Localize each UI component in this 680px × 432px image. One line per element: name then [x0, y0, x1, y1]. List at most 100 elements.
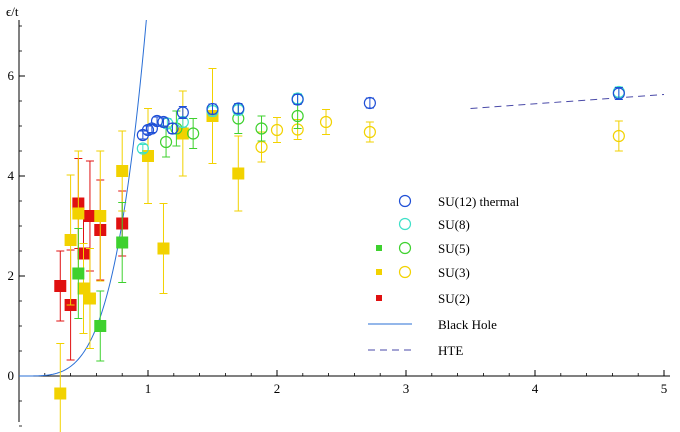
- data-point-su-12-thermal: [150, 114, 164, 128]
- marker-circle: [206, 102, 219, 116]
- marker-square: [94, 210, 107, 222]
- data-point-su-2: [54, 250, 67, 322]
- legend-entry-su-12-thermal: SU(12) thermal: [398, 194, 520, 209]
- data-point-su-5: [94, 290, 107, 362]
- black-hole-curve-layer: [19, 19, 147, 377]
- marker-circle: [166, 122, 179, 135]
- legend-marker-circle: [398, 241, 412, 255]
- marker-square: [54, 280, 67, 292]
- hte-line: [470, 94, 665, 109]
- marker-square: [83, 210, 96, 222]
- data-point-su-5: [255, 115, 268, 142]
- legend-marker-circle: [398, 217, 412, 231]
- data-point-su-3: [232, 135, 245, 212]
- data-point-su-8: [136, 142, 149, 155]
- marker-circle: [363, 125, 376, 139]
- x-tick-label: 5: [661, 381, 668, 396]
- marker-square: [77, 282, 90, 295]
- marker-square: [72, 207, 85, 220]
- marker-square: [232, 167, 245, 180]
- data-point-su-12-thermal: [206, 102, 219, 116]
- y-axis-title: ϵ/t: [6, 4, 19, 19]
- legend-label: Black Hole: [438, 317, 497, 332]
- legend-entry-su-5: SU(5): [376, 241, 470, 256]
- marker-square: [83, 292, 96, 305]
- data-point-su-5: [159, 126, 173, 158]
- marker-circle: [291, 93, 304, 106]
- data-point-su-3: [319, 109, 333, 135]
- marker-circle: [363, 96, 376, 110]
- data-point-su-3: [77, 243, 90, 334]
- data-point-su-12-thermal: [166, 122, 179, 135]
- data-point-su-12-thermal: [291, 93, 304, 106]
- data-point-su-3: [612, 120, 625, 152]
- data-point-su-12-thermal: [612, 87, 625, 100]
- marker-square: [94, 320, 107, 332]
- y-tick-label: 2: [8, 268, 15, 283]
- marker-square: [54, 387, 67, 400]
- marker-circle: [150, 114, 164, 128]
- data-point-su-3: [64, 174, 77, 306]
- legend-entry-su-2: SU(2): [376, 291, 470, 306]
- legend-marker-circle: [398, 265, 412, 279]
- x-tick-label: 2: [274, 381, 281, 396]
- data-point-su-3: [94, 150, 107, 282]
- y-tick-label: 6: [8, 68, 15, 83]
- data-point-su-5: [291, 103, 304, 129]
- black-hole-curve: [19, 19, 147, 377]
- data-point-su-12-thermal: [176, 106, 189, 119]
- marker-square: [157, 242, 170, 255]
- marker-circle: [136, 142, 149, 155]
- data-point-su-5: [187, 118, 200, 149]
- legend-entry-hte: HTE: [368, 343, 463, 358]
- marker-circle: [157, 115, 170, 129]
- x-tick-label: 1: [145, 381, 152, 396]
- legend-entry-su-8: SU(8): [398, 217, 470, 232]
- marker-circle: [232, 102, 245, 115]
- marker-circle: [255, 122, 268, 135]
- marker-circle: [612, 129, 625, 143]
- marker-square: [142, 150, 154, 162]
- data-point-su-12-thermal: [363, 96, 376, 110]
- legend: SU(12) thermal SU(8) SU(5) SU(3) SU(2) Black …: [368, 194, 520, 358]
- hte-line-layer: [470, 94, 665, 109]
- legend-marker-square: [376, 269, 382, 275]
- marker-square: [64, 234, 77, 246]
- legend-label: SU(3): [438, 265, 470, 280]
- legend-marker-square: [376, 245, 382, 251]
- legend-label: SU(12) thermal: [438, 194, 520, 209]
- marker-square: [176, 127, 189, 140]
- data-point-su-3: [176, 90, 189, 177]
- y-tick-label: 0: [8, 368, 15, 383]
- data-points-layer: [54, 68, 625, 432]
- data-point-su-5: [72, 228, 85, 319]
- axes: 1 2 3 4 5 0 2 4 6: [8, 20, 670, 427]
- marker-circle: [319, 115, 333, 129]
- x-tick-label: 3: [403, 381, 410, 396]
- legend-marker-square: [376, 295, 382, 301]
- x-tick-label: 4: [532, 381, 539, 396]
- legend-entry-su-3: SU(3): [376, 265, 470, 280]
- marker-circle: [176, 106, 189, 119]
- legend-label: SU(8): [438, 217, 470, 232]
- marker-square: [72, 267, 85, 280]
- legend-marker-circle: [398, 194, 412, 208]
- data-point-su-3: [270, 117, 284, 143]
- marker-circle: [187, 127, 200, 140]
- marker-circle: [612, 87, 625, 100]
- marker-square: [116, 165, 129, 177]
- legend-entry-black-hole: Black Hole: [368, 317, 497, 332]
- data-point-su-5: [116, 202, 129, 283]
- data-point-su-12-thermal: [232, 102, 245, 115]
- marker-square: [116, 236, 129, 249]
- data-point-su-12-thermal: [157, 115, 170, 129]
- legend-label: SU(2): [438, 291, 470, 306]
- marker-circle: [270, 123, 284, 137]
- marker-circle: [159, 135, 173, 149]
- legend-label: HTE: [438, 343, 463, 358]
- data-point-su-3: [54, 343, 67, 432]
- data-point-su-3: [363, 121, 376, 143]
- data-point-su-3: [83, 248, 96, 349]
